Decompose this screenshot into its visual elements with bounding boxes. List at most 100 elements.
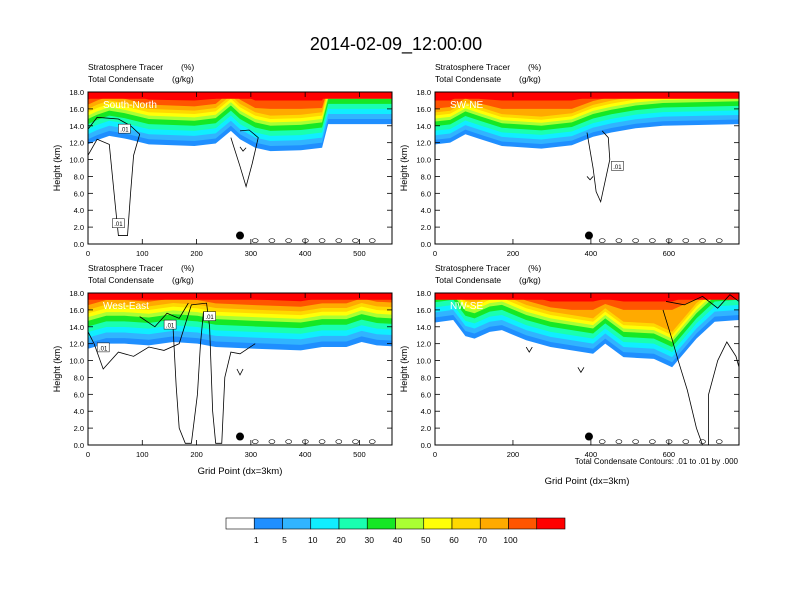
colorbar-label: 40: [393, 535, 403, 545]
x-tick-label: 400: [299, 249, 312, 258]
subtitle-tracer: Stratosphere Tracer: [435, 263, 510, 273]
plot-area: .01 .01 .01: [88, 293, 392, 445]
condensate-contour-blip: [615, 439, 623, 444]
y-tick-label: 12.0: [69, 139, 84, 148]
colorbar-swatch: [282, 517, 312, 530]
y-axis-label: Height (km): [52, 346, 62, 393]
plot-frame: [87, 292, 393, 446]
condensate-contour-blip: [615, 238, 623, 243]
colorbar-label: 70: [478, 535, 488, 545]
plot-frame: [434, 91, 740, 245]
colorbar-swatch: [536, 517, 566, 530]
tracer-band-top: [88, 92, 392, 99]
condensate-contour-blip: [368, 238, 376, 243]
subtitle-tracer-unit: (%): [181, 62, 194, 72]
condensate-contour-blip: [318, 439, 326, 444]
subtitle-condensate: Total Condensate: [88, 74, 154, 84]
subtitle-tracer-unit: (%): [181, 263, 194, 273]
subtitle-condensate-unit: (g/kg): [172, 275, 194, 285]
y-tick-label: 2.0: [74, 424, 84, 433]
colorbar-label: 30: [365, 535, 375, 545]
plot-area: .01 .01: [88, 92, 392, 244]
subtitle-tracer: Stratosphere Tracer: [435, 62, 510, 72]
x-tick-label: 100: [136, 450, 149, 459]
x-tick-label: 0: [433, 249, 437, 258]
colorbar-swatch: [338, 517, 368, 530]
subtitle-tracer: Stratosphere Tracer: [88, 62, 163, 72]
y-tick-label: 0.0: [74, 441, 84, 450]
y-tick-label: 4.0: [74, 206, 84, 215]
y-tick-label: 16.0: [416, 306, 431, 315]
condensate-contour-blip: [715, 238, 723, 243]
condensate-contour: [525, 346, 533, 353]
y-tick-label: 16.0: [416, 105, 431, 114]
y-tick-label: 6.0: [74, 189, 84, 198]
condensate-contour-blip: [251, 439, 259, 444]
colorbar-label: 50: [421, 535, 431, 545]
x-axis-label: Grid Point (dx=3km): [545, 476, 630, 487]
x-tick-label: 300: [245, 450, 258, 459]
x-tick-label: 0: [86, 249, 90, 258]
panel-label: SW-NE: [450, 100, 483, 111]
y-tick-label: 16.0: [69, 306, 84, 315]
y-tick-label: 0.0: [421, 441, 431, 450]
y-tick-label: 16.0: [69, 105, 84, 114]
colorbar-swatch: [508, 517, 538, 530]
condensate-contour-blip: [598, 238, 606, 243]
condensate-contour-blip: [715, 439, 723, 444]
y-axis-label: Height (km): [52, 145, 62, 192]
y-tick-label: 8.0: [421, 172, 431, 181]
contour-label-box: [96, 342, 110, 353]
colorbar-swatch: [310, 517, 340, 530]
x-tick-label: 100: [136, 249, 149, 258]
subtitle-condensate-unit: (g/kg): [519, 74, 541, 84]
panel-label: West-East: [103, 301, 149, 312]
contour-label-box: [112, 218, 125, 228]
y-tick-label: 18.0: [69, 88, 84, 97]
y-tick-label: 12.0: [416, 139, 431, 148]
x-tick-label: 400: [585, 450, 598, 459]
plot-frame: [87, 91, 393, 245]
subtitle-tracer-unit: (%): [528, 263, 541, 273]
condensate-contour-blip: [699, 439, 706, 444]
condensate-contour-blip: [285, 439, 292, 444]
colorbar-swatch: [451, 517, 481, 530]
condensate-contour: [88, 116, 141, 236]
y-tick-label: 6.0: [74, 390, 84, 399]
x-tick-label: 600: [663, 249, 676, 258]
x-axis-label: Grid Point (dx=3km): [198, 466, 283, 477]
colorbar-label: 60: [449, 535, 459, 545]
condensate-contour: [236, 368, 244, 376]
y-tick-label: 14.0: [416, 323, 431, 332]
subtitle-condensate-unit: (g/kg): [519, 275, 541, 285]
panel-south-north: .01 .01 South-North 0.0 2.0 4.0 6.0 8.0 10.0 12.0…: [52, 62, 393, 258]
condensate-contour: [586, 176, 594, 181]
condensate-contour-blip: [682, 439, 690, 444]
condensate-contour: [577, 367, 585, 374]
contour-label: .01: [99, 346, 108, 352]
y-tick-label: 14.0: [416, 122, 431, 131]
plot-area: .01: [435, 92, 739, 244]
condensate-contour-blip: [285, 238, 292, 243]
y-tick-label: 12.0: [69, 340, 84, 349]
colorbar-swatch: [395, 517, 425, 530]
subtitle-condensate: Total Condensate: [88, 275, 154, 285]
colorbar-label: 10: [308, 535, 318, 545]
x-tick-label: 400: [585, 249, 598, 258]
colorbar-swatch: [423, 517, 453, 530]
y-tick-label: 2.0: [74, 223, 84, 232]
condensate-contour-blip: [268, 439, 276, 444]
condensate-contour-blip: [335, 238, 343, 243]
subtitle-condensate: Total Condensate: [435, 275, 501, 285]
contour-label: .01: [114, 222, 123, 228]
subtitle-condensate-unit: (g/kg): [172, 74, 194, 84]
panel-sw-ne: .01 SW-NE 0.0 2.0 4.0 6.0 8.0 10.0 12.0 14.0 16.0 1…: [399, 62, 740, 258]
contour-label-box: [118, 123, 131, 134]
subtitle-tracer-unit: (%): [528, 62, 541, 72]
condensate-contour-blip: [352, 238, 359, 243]
y-tick-label: 10.0: [69, 156, 84, 165]
condensate-contour: [93, 302, 256, 444]
x-tick-label: 200: [190, 450, 203, 459]
y-tick-label: 18.0: [416, 88, 431, 97]
